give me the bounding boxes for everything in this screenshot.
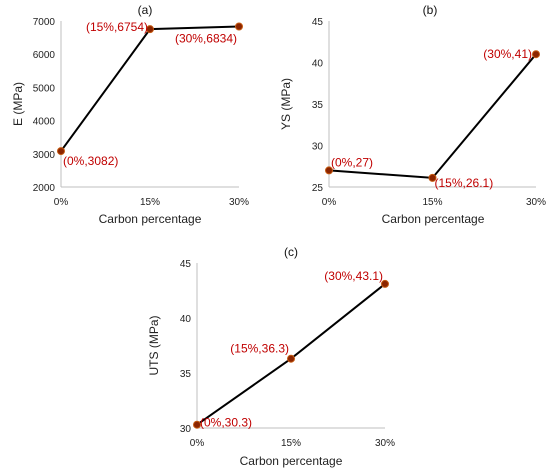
data-label: (15%,26.1) [435, 176, 494, 190]
data-point [193, 420, 201, 429]
data-label: (15%,36.3) [230, 342, 289, 356]
y-tick-label: 25 [312, 183, 324, 194]
panel-label: (c) [284, 245, 298, 259]
x-tick-label: 0% [322, 197, 337, 208]
y-tick-label: 40 [312, 59, 324, 70]
data-point [532, 50, 540, 59]
x-axis-label: Carbon percentage [382, 212, 485, 226]
y-axis-label: E (MPa) [11, 82, 25, 126]
data-point [146, 25, 154, 34]
panel-label: (a) [138, 3, 153, 17]
y-tick-label: 45 [312, 17, 324, 28]
y-tick-label: 6000 [33, 50, 56, 61]
y-tick-label: 30 [180, 424, 192, 435]
x-tick-label: 15% [281, 438, 301, 449]
data-label: (15%,6754) [86, 20, 148, 34]
y-tick-label: 30 [312, 142, 324, 153]
y-axis-label: YS (MPa) [279, 78, 293, 130]
series-line [196, 283, 386, 426]
y-tick-label: 45 [180, 259, 192, 270]
data-label: (0%,3082) [63, 154, 118, 168]
data-point [428, 173, 437, 182]
y-tick-label: 35 [180, 369, 192, 380]
data-point [57, 147, 65, 156]
y-axis-label: UTS (MPa) [147, 315, 161, 375]
y-tick-label: 7000 [33, 17, 56, 28]
x-tick-label: 15% [422, 197, 442, 208]
data-label: (30%,41) [483, 47, 532, 61]
data-label: (30%,43.1) [324, 269, 383, 283]
x-tick-label: 30% [229, 197, 249, 208]
data-point [287, 354, 295, 363]
y-tick-label: 2000 [33, 183, 56, 194]
data-point [325, 166, 333, 175]
y-tick-label: 4000 [33, 117, 56, 128]
y-tick-label: 5000 [33, 83, 56, 94]
data-point [235, 22, 243, 31]
x-tick-label: 30% [375, 438, 395, 449]
x-tick-label: 15% [140, 197, 160, 208]
x-axis-label: Carbon percentage [240, 454, 343, 468]
panel-label: (b) [423, 3, 438, 17]
y-tick-label: 35 [312, 100, 324, 111]
x-tick-label: 0% [54, 197, 69, 208]
data-label: (30%,6834) [175, 32, 237, 46]
x-tick-label: 0% [190, 438, 205, 449]
x-tick-label: 30% [526, 197, 546, 208]
data-point [381, 279, 389, 288]
y-tick-label: 3000 [33, 150, 56, 161]
y-tick-label: 40 [180, 314, 192, 325]
data-label: (0%,30.3) [200, 416, 252, 430]
data-label: (0%,27) [331, 155, 373, 169]
x-axis-label: Carbon percentage [99, 212, 202, 226]
